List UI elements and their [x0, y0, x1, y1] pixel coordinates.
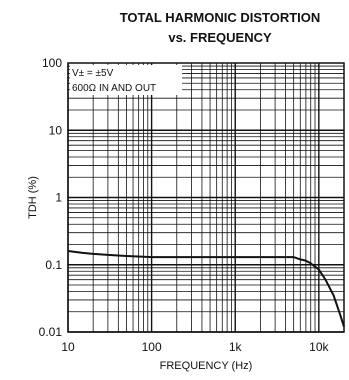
thd-curve	[67, 250, 345, 328]
plot-frame	[67, 62, 345, 333]
y-tick-label: 0.1	[45, 258, 62, 272]
chart-subtitle: vs. FREQUENCY	[168, 30, 272, 45]
x-tick-label: 100	[142, 340, 162, 354]
x-axis-label: FREQUENCY (Hz)	[160, 360, 253, 372]
y-tick-label: 0.01	[39, 325, 63, 339]
grid-lines	[67, 63, 345, 333]
x-tick-label: 10	[61, 340, 75, 354]
chart-title: TOTAL HARMONIC DISTORTION	[120, 10, 321, 25]
x-tick-label: 10k	[309, 340, 329, 354]
x-tick-label: 1k	[229, 340, 243, 354]
y-tick-label: 10	[49, 123, 63, 137]
annotation-load: 600Ω IN AND OUT	[72, 83, 156, 94]
y-tick-label: 1	[55, 191, 62, 205]
annotation-box	[70, 65, 182, 95]
annotation-supply: V± = ±5V	[72, 68, 114, 79]
y-axis-label: TDH (%)	[27, 176, 39, 219]
y-tick-label: 100	[42, 56, 62, 70]
tick-labels: 0.01 0.1 1 10 100 10 100 1k 10k	[39, 56, 330, 354]
